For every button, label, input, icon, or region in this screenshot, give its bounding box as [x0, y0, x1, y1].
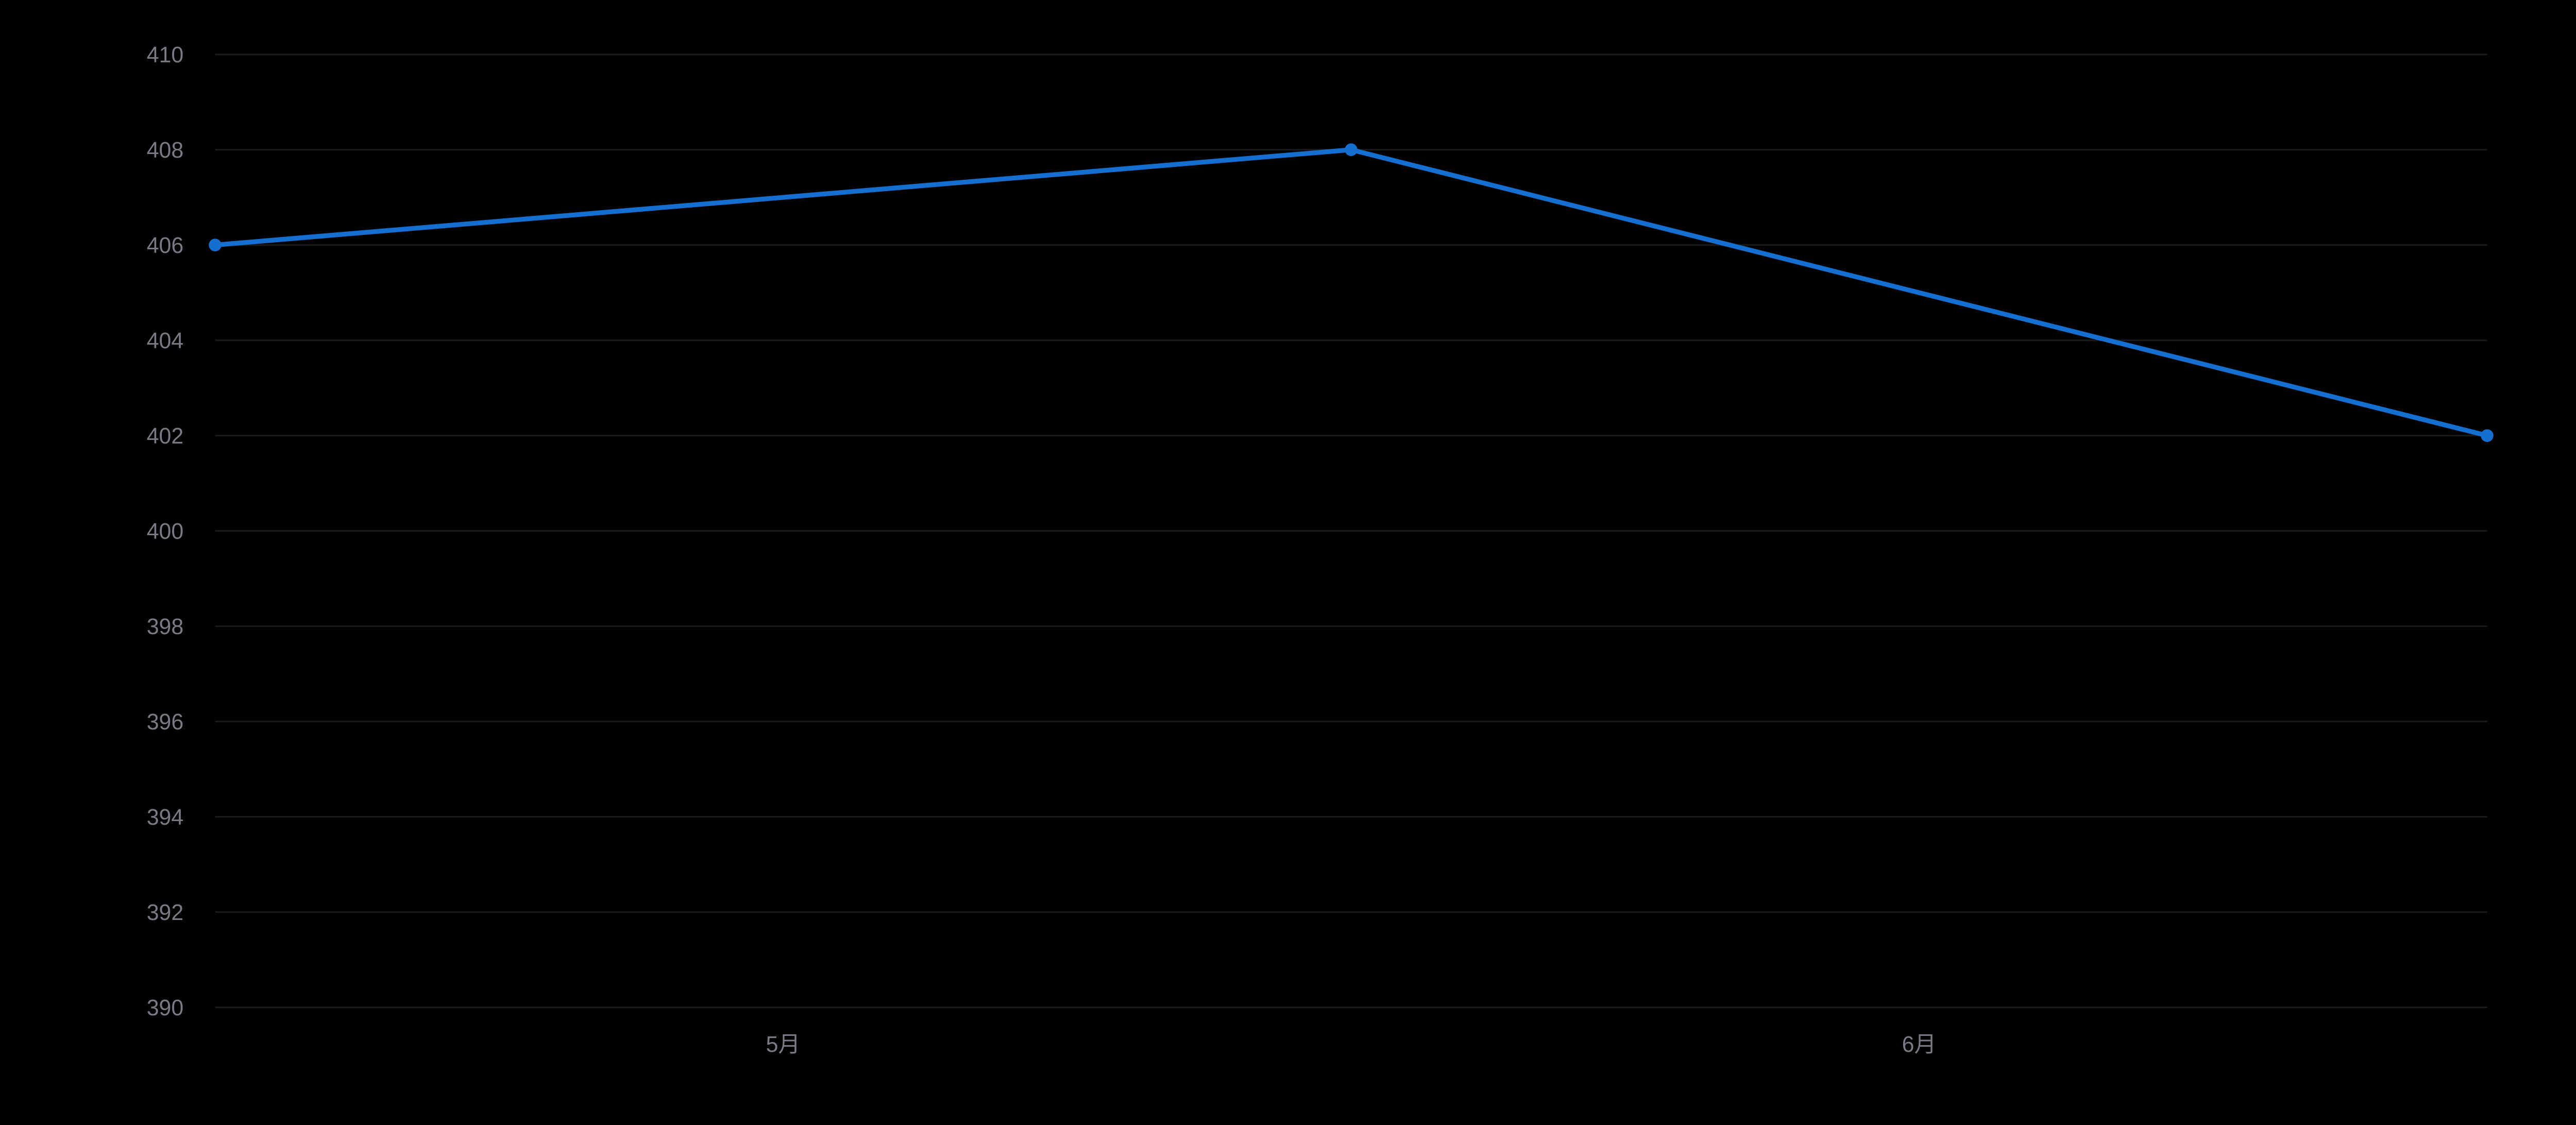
y-tick-label: 390 [147, 996, 184, 1020]
y-tick-label: 402 [147, 424, 184, 449]
x-axis: 5月 6月 [766, 1032, 1937, 1057]
data-point [1345, 143, 1358, 156]
data-point [2481, 429, 2494, 442]
data-line [215, 149, 2487, 435]
x-tick-label: 5月 [766, 1032, 801, 1057]
data-point [209, 238, 222, 251]
y-tick-label: 406 [147, 233, 184, 258]
chart-container: 390 392 394 396 398 400 402 404 406 408 410 5月 6月 [0, 0, 2576, 1125]
y-tick-label: 396 [147, 710, 184, 735]
chart-grid [215, 54, 2487, 1007]
line-chart: 390 392 394 396 398 400 402 404 406 408 410 5月 6月 [26, 23, 2550, 1103]
y-tick-label: 404 [147, 329, 184, 353]
y-tick-label: 394 [147, 805, 184, 830]
y-axis: 390 392 394 396 398 400 402 404 406 408 410 [147, 43, 184, 1020]
y-tick-label: 408 [147, 138, 184, 163]
y-tick-label: 392 [147, 900, 184, 925]
data-series [209, 143, 2494, 442]
y-tick-label: 400 [147, 519, 184, 544]
x-tick-label: 6月 [1902, 1032, 1937, 1057]
y-tick-label: 398 [147, 615, 184, 639]
y-tick-label: 410 [147, 43, 184, 67]
